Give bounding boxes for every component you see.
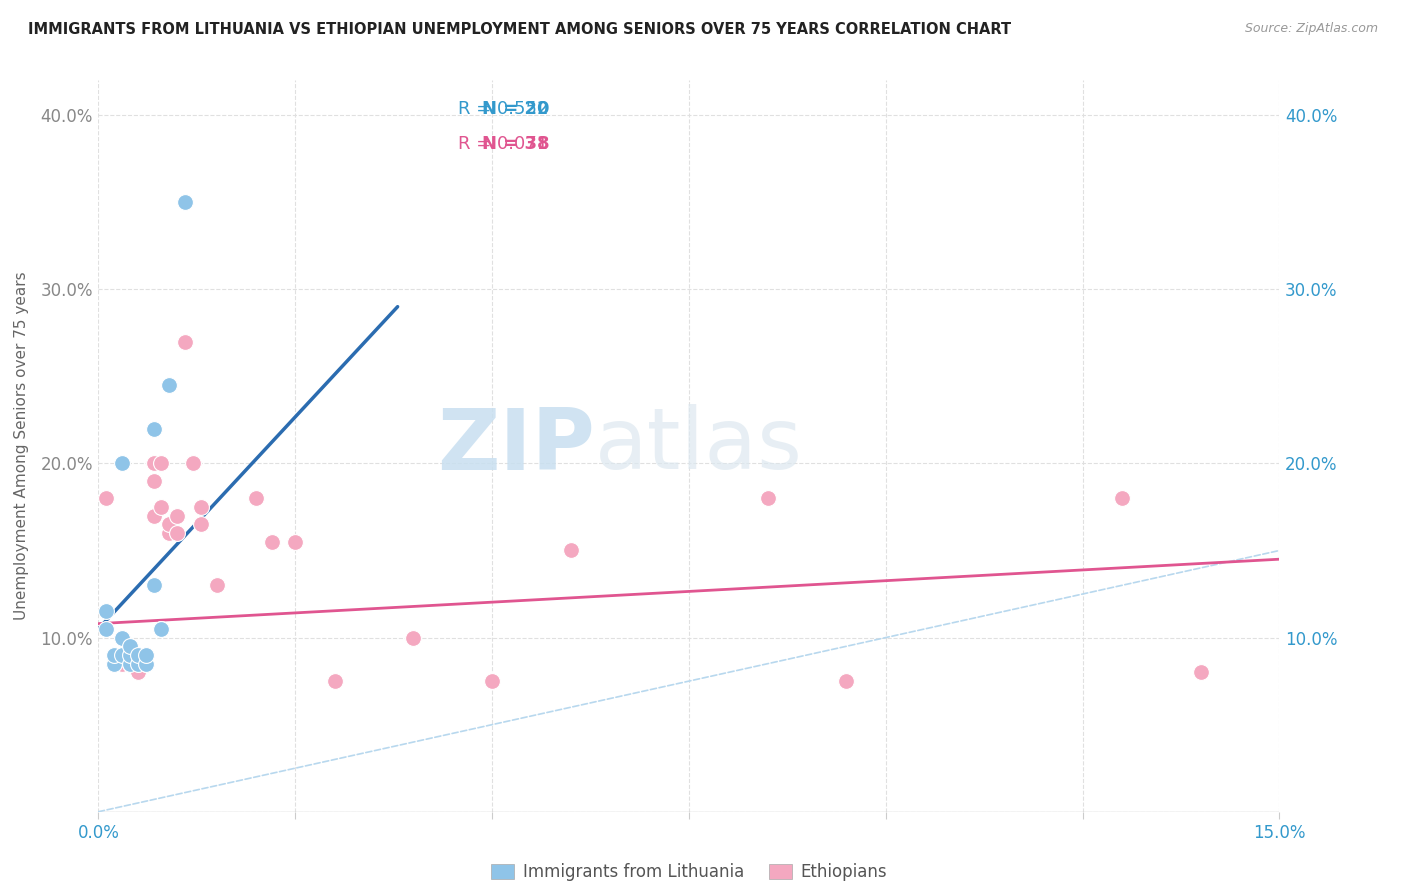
Point (323, 674, 346, 689)
Point (205, 578, 228, 592)
Point (127, 648, 149, 662)
Text: ZIP: ZIP (437, 404, 595, 488)
Point (142, 508, 165, 523)
Point (166, 526, 188, 541)
Point (190, 500, 212, 514)
Point (174, 195, 197, 210)
Point (111, 631, 134, 645)
Point (142, 474, 165, 488)
Point (481, 674, 503, 689)
Legend: Immigrants from Lithuania, Ethiopians: Immigrants from Lithuania, Ethiopians (484, 856, 894, 888)
Point (166, 508, 188, 523)
Point (284, 534, 307, 549)
Point (142, 578, 165, 592)
Point (150, 500, 173, 514)
Point (96, 604, 118, 618)
Point (135, 657, 157, 671)
Point (127, 665, 149, 680)
Point (157, 378, 180, 392)
Point (150, 457, 173, 471)
Text: N = 20: N = 20 (482, 100, 550, 118)
Point (118, 640, 141, 654)
Point (1189, 665, 1212, 680)
Point (127, 665, 149, 680)
Point (142, 457, 165, 471)
Point (157, 517, 180, 532)
Point (142, 421, 165, 435)
Point (103, 648, 125, 662)
Point (402, 631, 425, 645)
Point (1111, 491, 1133, 506)
Point (135, 648, 157, 662)
Point (118, 648, 141, 662)
Point (174, 334, 197, 349)
Point (96, 491, 118, 506)
Text: atlas: atlas (595, 404, 803, 488)
Point (190, 517, 212, 532)
Point (111, 648, 134, 662)
Text: N = 38: N = 38 (482, 135, 550, 153)
Point (127, 657, 149, 671)
Point (118, 657, 141, 671)
Point (118, 657, 141, 671)
Point (103, 657, 125, 671)
Text: R = 0.071: R = 0.071 (457, 135, 548, 153)
Point (560, 543, 582, 558)
Point (127, 665, 149, 680)
Point (835, 674, 858, 689)
Point (181, 457, 204, 471)
Point (150, 622, 173, 636)
Point (157, 526, 180, 541)
Text: Source: ZipAtlas.com: Source: ZipAtlas.com (1244, 22, 1378, 36)
Point (103, 657, 125, 671)
Point (756, 491, 779, 506)
Point (245, 491, 267, 506)
Y-axis label: Unemployment Among Seniors over 75 years: Unemployment Among Seniors over 75 years (14, 272, 30, 620)
Point (111, 631, 134, 645)
Point (111, 657, 134, 671)
Point (127, 648, 149, 662)
Point (260, 534, 283, 549)
Point (118, 648, 141, 662)
Point (135, 648, 157, 662)
Text: IMMIGRANTS FROM LITHUANIA VS ETHIOPIAN UNEMPLOYMENT AMONG SENIORS OVER 75 YEARS : IMMIGRANTS FROM LITHUANIA VS ETHIOPIAN U… (28, 22, 1011, 37)
Text: R = 0.552: R = 0.552 (457, 100, 548, 118)
Point (96, 622, 118, 636)
Point (181, 457, 204, 471)
Point (111, 457, 134, 471)
Point (150, 622, 173, 636)
Point (135, 657, 157, 671)
